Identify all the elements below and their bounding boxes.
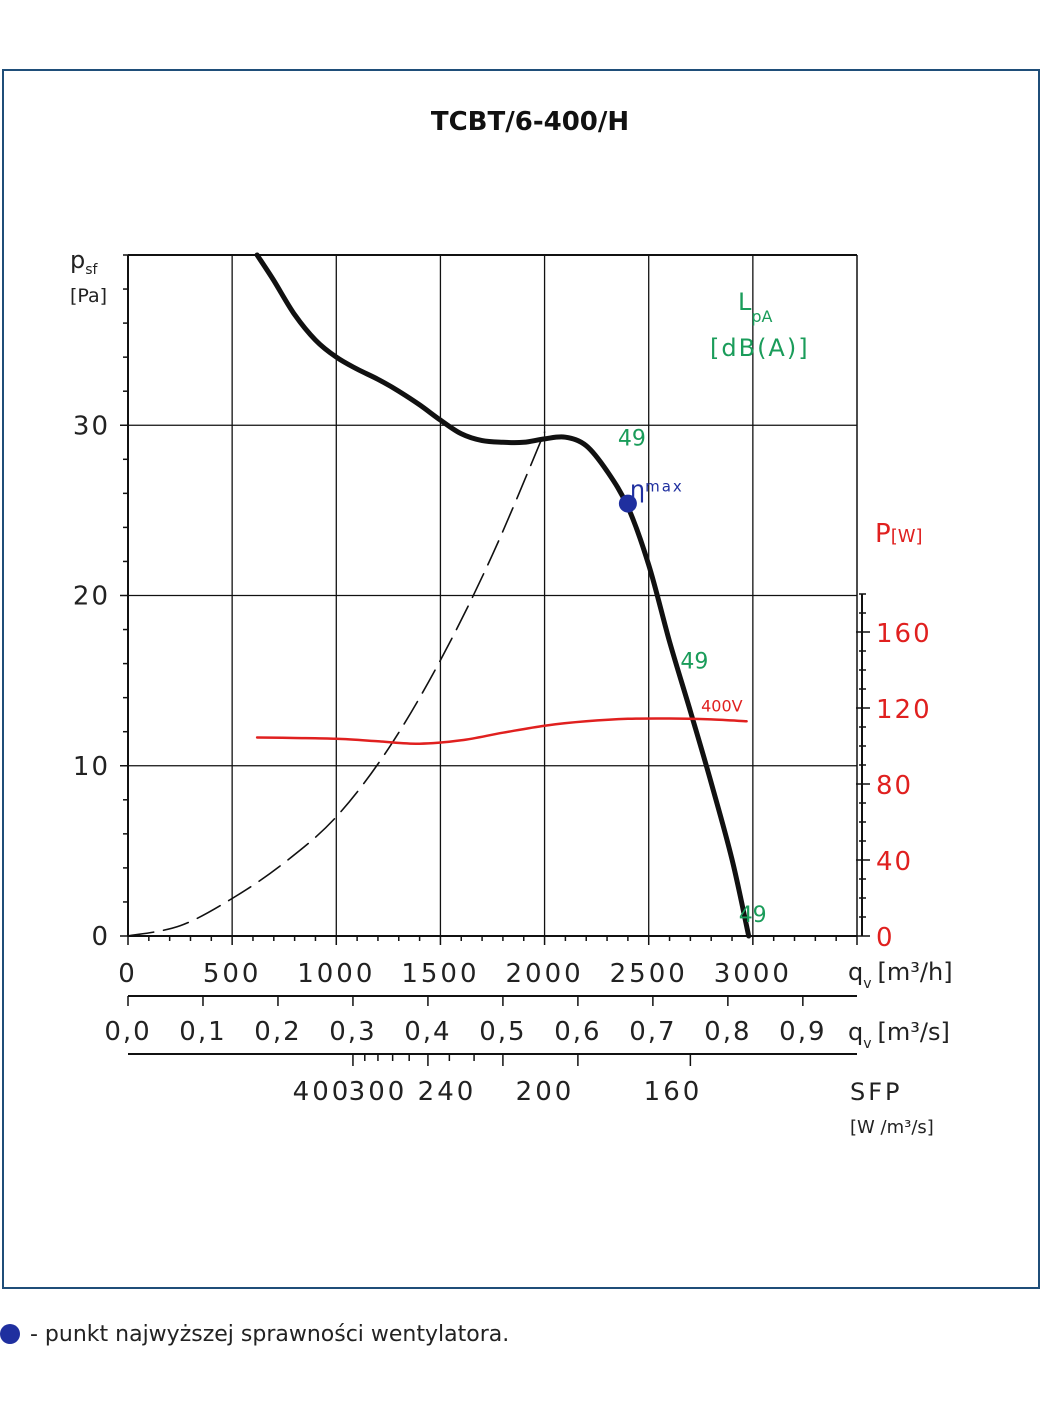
x2-tick-label: 0,3 (329, 1017, 376, 1047)
x-tick-label: 2500 (610, 959, 688, 989)
x2-tick-label: 0,6 (554, 1017, 601, 1047)
labels-layer: psf [Pa] LpA [dB(A)] P[W] qv [m³/h] qv [m³… (70, 246, 953, 1138)
x2-tick-label: 0,4 (404, 1017, 451, 1047)
power-tick-label: 0 (876, 923, 895, 953)
sfp-tick-label: 400 (293, 1077, 352, 1107)
x-tick-label: 0 (118, 959, 138, 989)
power-axis-label: P[W] (875, 519, 923, 549)
x2-tick-label: 0,1 (179, 1017, 226, 1047)
lpa-value-label: 49 (680, 649, 708, 674)
y-tick-label: 0 (91, 922, 110, 952)
x2-tick-label: 0,2 (254, 1017, 301, 1047)
sfp-label: SFP (850, 1078, 903, 1106)
efficiency-point-marker (618, 494, 637, 513)
y-tick-label: 10 (73, 752, 110, 782)
x2-tick-label: 0,0 (104, 1017, 151, 1047)
sfp-tick-label: 240 (418, 1077, 477, 1107)
efficiency-point-icon (0, 1324, 20, 1344)
grid (128, 255, 857, 936)
power-tick-label: 80 (876, 771, 913, 801)
lpa-value-label: 49 (739, 903, 767, 928)
efficiency-point-label: ηmax (630, 476, 684, 504)
lpa-value-label: 49 (618, 426, 646, 451)
sfp-tick-label: 300 (349, 1077, 408, 1107)
sfp-tick-label: 200 (516, 1077, 575, 1107)
y-tick-label: 20 (73, 582, 110, 612)
y-axis-label: psf (70, 246, 99, 278)
x2-tick-label: 0,7 (629, 1017, 676, 1047)
legend-note-text: - punkt najwyższej sprawności wentylator… (30, 1321, 510, 1347)
series-layer (127, 252, 752, 939)
x2-tick-label: 0,9 (779, 1017, 826, 1047)
sfp-unit: [W /m³/s] (850, 1117, 934, 1138)
lpa-label: LpA (738, 288, 773, 326)
x2-tick-label: 0,8 (704, 1017, 751, 1047)
y-axis-unit: [Pa] (70, 285, 107, 307)
power-tick-label: 120 (876, 695, 932, 725)
system-curve (127, 431, 546, 937)
x-tick-label: 1000 (297, 959, 375, 989)
series-label-400v: 400V (701, 697, 743, 716)
y-tick-label: 30 (73, 411, 110, 441)
pressure-curve (254, 252, 752, 939)
lpa-unit: [dB(A)] (710, 334, 810, 362)
chart-title: TCBT/6-400/H (431, 107, 629, 137)
power-tick-label: 40 (876, 847, 913, 877)
x2-axis-label: qv [m³/s] (848, 1018, 950, 1052)
x-tick-label: 500 (203, 959, 262, 989)
x-tick-label: 3000 (714, 959, 792, 989)
x2-tick-label: 0,5 (479, 1017, 526, 1047)
power-curve-400v (255, 717, 748, 745)
x-axis-label: qv [m³/h] (848, 958, 953, 992)
power-tick-label: 160 (876, 619, 932, 649)
x-tick-label: 2000 (505, 959, 583, 989)
sfp-tick-label: 160 (644, 1077, 703, 1107)
chart-frame (2, 69, 1040, 1289)
x-tick-label: 1500 (401, 959, 479, 989)
legend-note: - punkt najwyższej sprawności wentylator… (0, 1318, 509, 1350)
